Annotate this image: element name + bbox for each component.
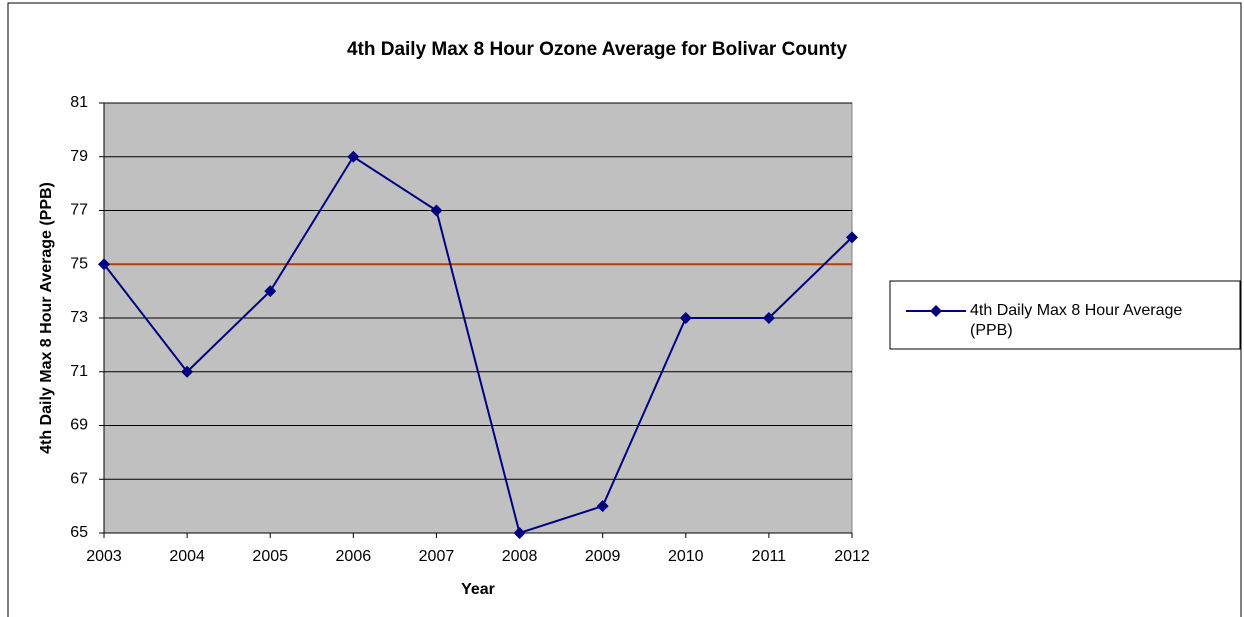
x-tick-label: 2005 [252, 548, 288, 565]
marker [762, 312, 775, 324]
x-tick-label: 2009 [585, 548, 621, 565]
legend-box [889, 280, 1241, 350]
marker [513, 527, 526, 539]
legend-marker [930, 305, 942, 317]
y-tick-label: 69 [70, 417, 88, 434]
y-tick-label: 73 [70, 309, 88, 326]
x-tick-label: 2006 [336, 548, 372, 565]
x-tick-label: 2011 [752, 548, 787, 565]
y-tick-label: 67 [70, 470, 88, 487]
marker [679, 312, 692, 324]
y-tick-label: 77 [70, 202, 88, 219]
x-tick-label: 2004 [169, 548, 205, 565]
x-tick-label: 2012 [834, 548, 870, 565]
legend-label: 4th Daily Max 8 Hour Average (PPB) [970, 302, 1182, 339]
x-tick-label: 2007 [419, 548, 455, 565]
marker [264, 285, 277, 298]
marker [181, 365, 194, 378]
x-tick-label: 2010 [668, 548, 704, 565]
x-axis-label: Year [461, 581, 495, 598]
marker [846, 231, 858, 244]
y-axis-label: 4th Daily Max 8 Hour Average (PPB) [38, 182, 55, 454]
marker [596, 500, 609, 513]
marker [98, 258, 110, 271]
x-tick-label: 2003 [86, 548, 122, 565]
y-tick-label: 81 [70, 94, 88, 111]
series-line [103, 155, 853, 535]
marker [347, 150, 360, 163]
y-tick-label: 75 [70, 255, 88, 272]
x-tick-label: 2008 [502, 548, 538, 565]
y-tick-label: 71 [70, 363, 88, 380]
y-tick-label: 65 [70, 524, 88, 541]
marker [430, 204, 443, 217]
y-tick-label: 79 [70, 148, 88, 165]
chart-title: 4th Daily Max 8 Hour Ozone Average for B… [347, 39, 848, 60]
